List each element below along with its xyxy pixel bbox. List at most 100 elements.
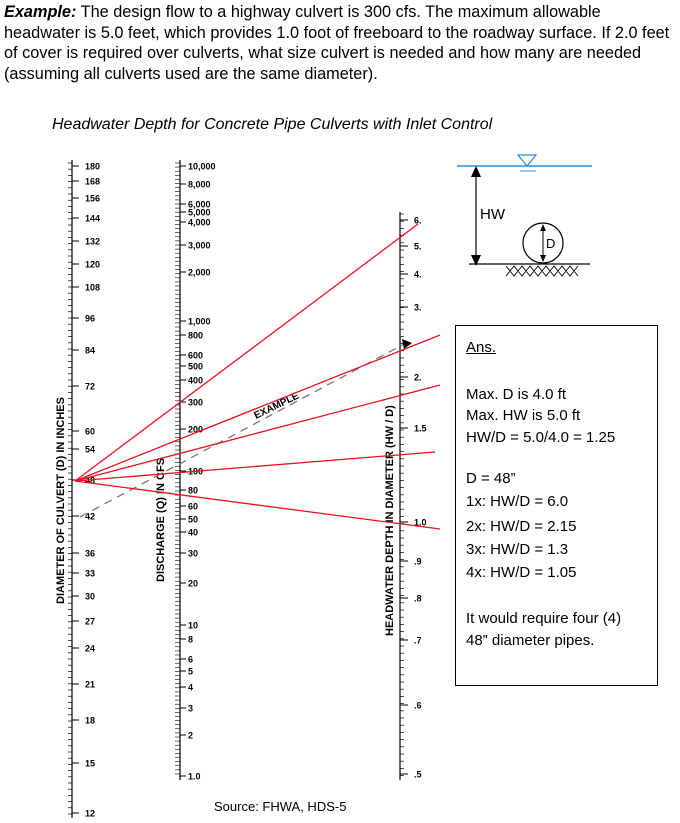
culvert-schematic: HW D [457,154,592,277]
diameter-tick-label: 24 [85,644,95,654]
water-level-icon [516,154,538,167]
discharge-tick-label: 3 [188,704,193,714]
discharge-tick-label: 40 [188,528,198,538]
discharge-tick-label: 80 [188,486,198,496]
hw-tick-label: .6 [414,701,422,711]
discharge-tick-label: 10 [188,621,198,631]
diameter-tick-label: 48 [85,476,95,486]
solution-line [74,223,419,482]
diameter-tick-label: 15 [85,759,95,769]
diameter-arrow-down-icon [540,255,546,262]
hw-arrow-up-icon [471,166,481,177]
diameter-tick-label: 84 [85,346,95,356]
diameter-tick-label: 33 [85,569,95,579]
diameter-tick-label: 30 [85,592,95,602]
discharge-tick-label: 6,000 [188,200,211,210]
hw-axis-title: HEADWATER DEPTH IN DIAMETER (HW / D) [384,405,396,636]
diameter-tick-label: 156 [85,194,100,204]
diameter-tick-label: 42 [85,512,95,522]
source-note: Source: FHWA, HDS-5 [214,799,347,814]
hw-tick-label: .7 [414,636,422,646]
discharge-tick-label: 8,000 [188,180,211,190]
discharge-tick-label: 4 [188,683,193,693]
discharge-tick-label: 5,000 [188,208,211,218]
problem-text: The design flow to a highway culvert is … [4,3,670,83]
example-dashed-line [79,341,409,518]
diameter-tick-label: 54 [85,445,95,455]
hw-tick-label: 6. [414,216,422,226]
discharge-tick-label: 8 [188,635,193,645]
ground-hatch [505,265,579,277]
discharge-tick-label: 500 [188,362,203,372]
culvert-pipe-circle [522,222,564,264]
discharge-tick-label: 4,000 [188,218,211,228]
diameter-tick-label: 12 [85,809,95,819]
diameter-tick-label: 36 [85,549,95,559]
example-label: EXAMPLE [252,390,301,421]
diameter-tick-label: 144 [85,214,100,224]
answer-line: Max. HW is 5.0 ft [466,407,581,424]
hw-tick-label: .9 [414,557,422,567]
discharge-tick-label: 3,000 [188,241,211,251]
diameter-tick-label: 168 [85,177,100,187]
discharge-tick-label: 50 [188,515,198,525]
answer-heading: Ans. [466,339,497,356]
answer-line: 4x: HW/D = 1.05 [466,564,577,581]
discharge-tick-label: 400 [188,376,203,386]
discharge-tick-label: 200 [188,425,203,435]
diameter-tick-label: 180 [85,162,100,172]
discharge-tick-label: 1,000 [188,317,211,327]
diameter-tick-label: 72 [85,382,95,392]
diameter-label-bg [544,235,556,250]
answer-line: D = 48” [466,470,516,487]
discharge-tick-label: 600 [188,351,203,361]
hw-arrow-down-icon [471,255,481,266]
discharge-axis-title: DISCHARGE (Q) IN CFS [155,458,167,582]
hw-tick-label: .8 [414,594,422,604]
solution-line [74,384,441,482]
diameter-tick-label: 27 [85,617,95,627]
answer-box: Ans. Max. D is 4.0 ft Max. HW is 5.0 ft … [455,325,658,686]
hw-tick-label: 5. [414,242,422,252]
diameter-tick-label: 60 [85,427,95,437]
diameter-label: D [546,236,555,251]
answer-line: HW/D = 5.0/4.0 = 1.25 [466,429,616,446]
answer-line: 2x: HW/D = 2.15 [466,518,577,535]
hw-tick-label: 3. [414,303,422,313]
discharge-tick-label: 20 [188,579,198,589]
solution-line [74,451,436,482]
diameter-axis-title: DIAMETER OF CULVERT (D) IN INCHES [55,397,67,604]
answer-line: Max. D is 4.0 ft [466,386,567,403]
discharge-tick-label: 5 [188,667,193,677]
diameter-arrow-up-icon [540,224,546,231]
hw-tick-label: 2. [414,373,422,383]
example-arrowhead [402,339,412,349]
diameter-tick-label: 132 [85,237,100,247]
nomograph-title: Headwater Depth for Concrete Pipe Culver… [52,116,493,133]
discharge-tick-label: 10,000 [188,162,216,172]
discharge-tick-label: 300 [188,398,203,408]
solution-line [74,334,441,482]
diameter-tick-label: 21 [85,680,95,690]
discharge-tick-label: 800 [188,331,203,341]
solution-line [74,480,441,530]
hw-label: HW [480,206,506,223]
discharge-tick-label: 6 [188,655,193,665]
diameter-tick-label: 108 [85,283,100,293]
hw-tick-label: .5 [414,770,422,780]
discharge-tick-label: 2 [188,731,193,741]
answer-line: 48” diameter pipes. [466,632,595,649]
discharge-tick-label: 2,000 [188,268,211,278]
diameter-tick-label: 18 [85,716,95,726]
answer-line: It would require four (4) [466,610,622,627]
problem-statement: Example: The design flow to a highway cu… [4,2,676,84]
answer-line: 1x: HW/D = 6.0 [466,493,569,510]
hw-tick-label: 1.0 [414,518,427,528]
discharge-tick-label: 1.0 [188,772,201,782]
hw-tick-label: 4. [414,270,422,280]
discharge-tick-label: 30 [188,549,198,559]
diameter-tick-label: 120 [85,260,100,270]
answer-line: 3x: HW/D = 1.3 [466,541,569,558]
diameter-tick-label: 96 [85,314,95,324]
